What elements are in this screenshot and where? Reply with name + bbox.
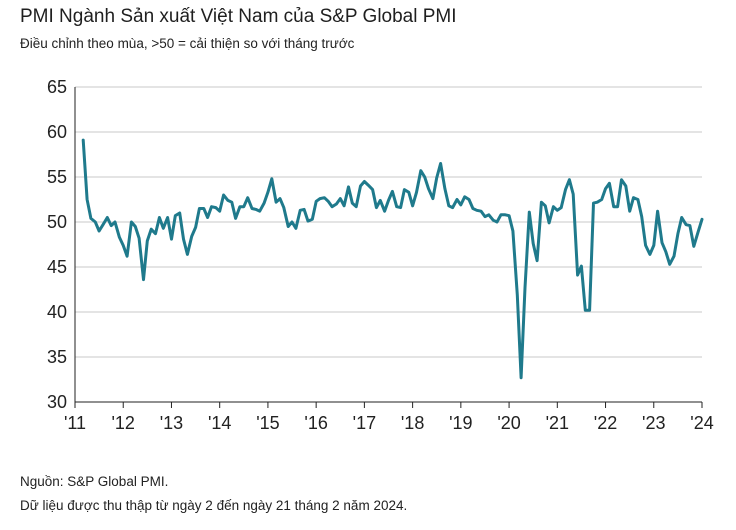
y-tick-labels: 30 35 40 45 50 55 60 65 <box>47 77 67 412</box>
x-tick-label: '22 <box>594 413 617 433</box>
x-tick-labels: '11 '12 '13 '14 '15 '16 '17 '18 '19 '20 '21 '22 '23 '… <box>64 413 714 433</box>
y-tick-label: 40 <box>47 302 67 322</box>
x-tick-label: '20 <box>497 413 520 433</box>
y-tick-label: 60 <box>47 122 67 142</box>
chart-subtitle: Điều chỉnh theo mùa, >50 = cải thiện so … <box>20 36 355 51</box>
x-tick-label: '21 <box>546 413 569 433</box>
x-tick-label: '12 <box>111 413 134 433</box>
y-tick-label: 65 <box>47 77 67 97</box>
x-tick-label: '23 <box>642 413 665 433</box>
x-tick-label: '13 <box>160 413 183 433</box>
source-note: Nguồn: S&P Global PMI. <box>20 474 169 489</box>
x-tick-label: '14 <box>208 413 231 433</box>
x-tick-label: '17 <box>353 413 376 433</box>
x-tick-label: '15 <box>256 413 279 433</box>
y-tick-label: 55 <box>47 167 67 187</box>
y-tick-label: 50 <box>47 212 67 232</box>
x-tick-label: '18 <box>401 413 424 433</box>
y-tick-label: 30 <box>47 392 67 412</box>
x-tick-label: '11 <box>64 413 86 433</box>
x-tick-label: '16 <box>304 413 327 433</box>
x-tick-label: '24 <box>690 413 713 433</box>
gridlines <box>75 86 702 358</box>
axes <box>74 87 703 408</box>
pmi-series-line <box>81 138 704 380</box>
y-tick-label: 35 <box>47 347 67 367</box>
x-tick-label: '19 <box>449 413 472 433</box>
series <box>81 138 704 380</box>
chart-title: PMI Ngành Sản xuất Việt Nam của S&P Glob… <box>20 6 457 27</box>
y-tick-label: 45 <box>47 257 67 277</box>
collection-note: Dữ liệu được thu thập từ ngày 2 đến ngày… <box>20 498 408 513</box>
